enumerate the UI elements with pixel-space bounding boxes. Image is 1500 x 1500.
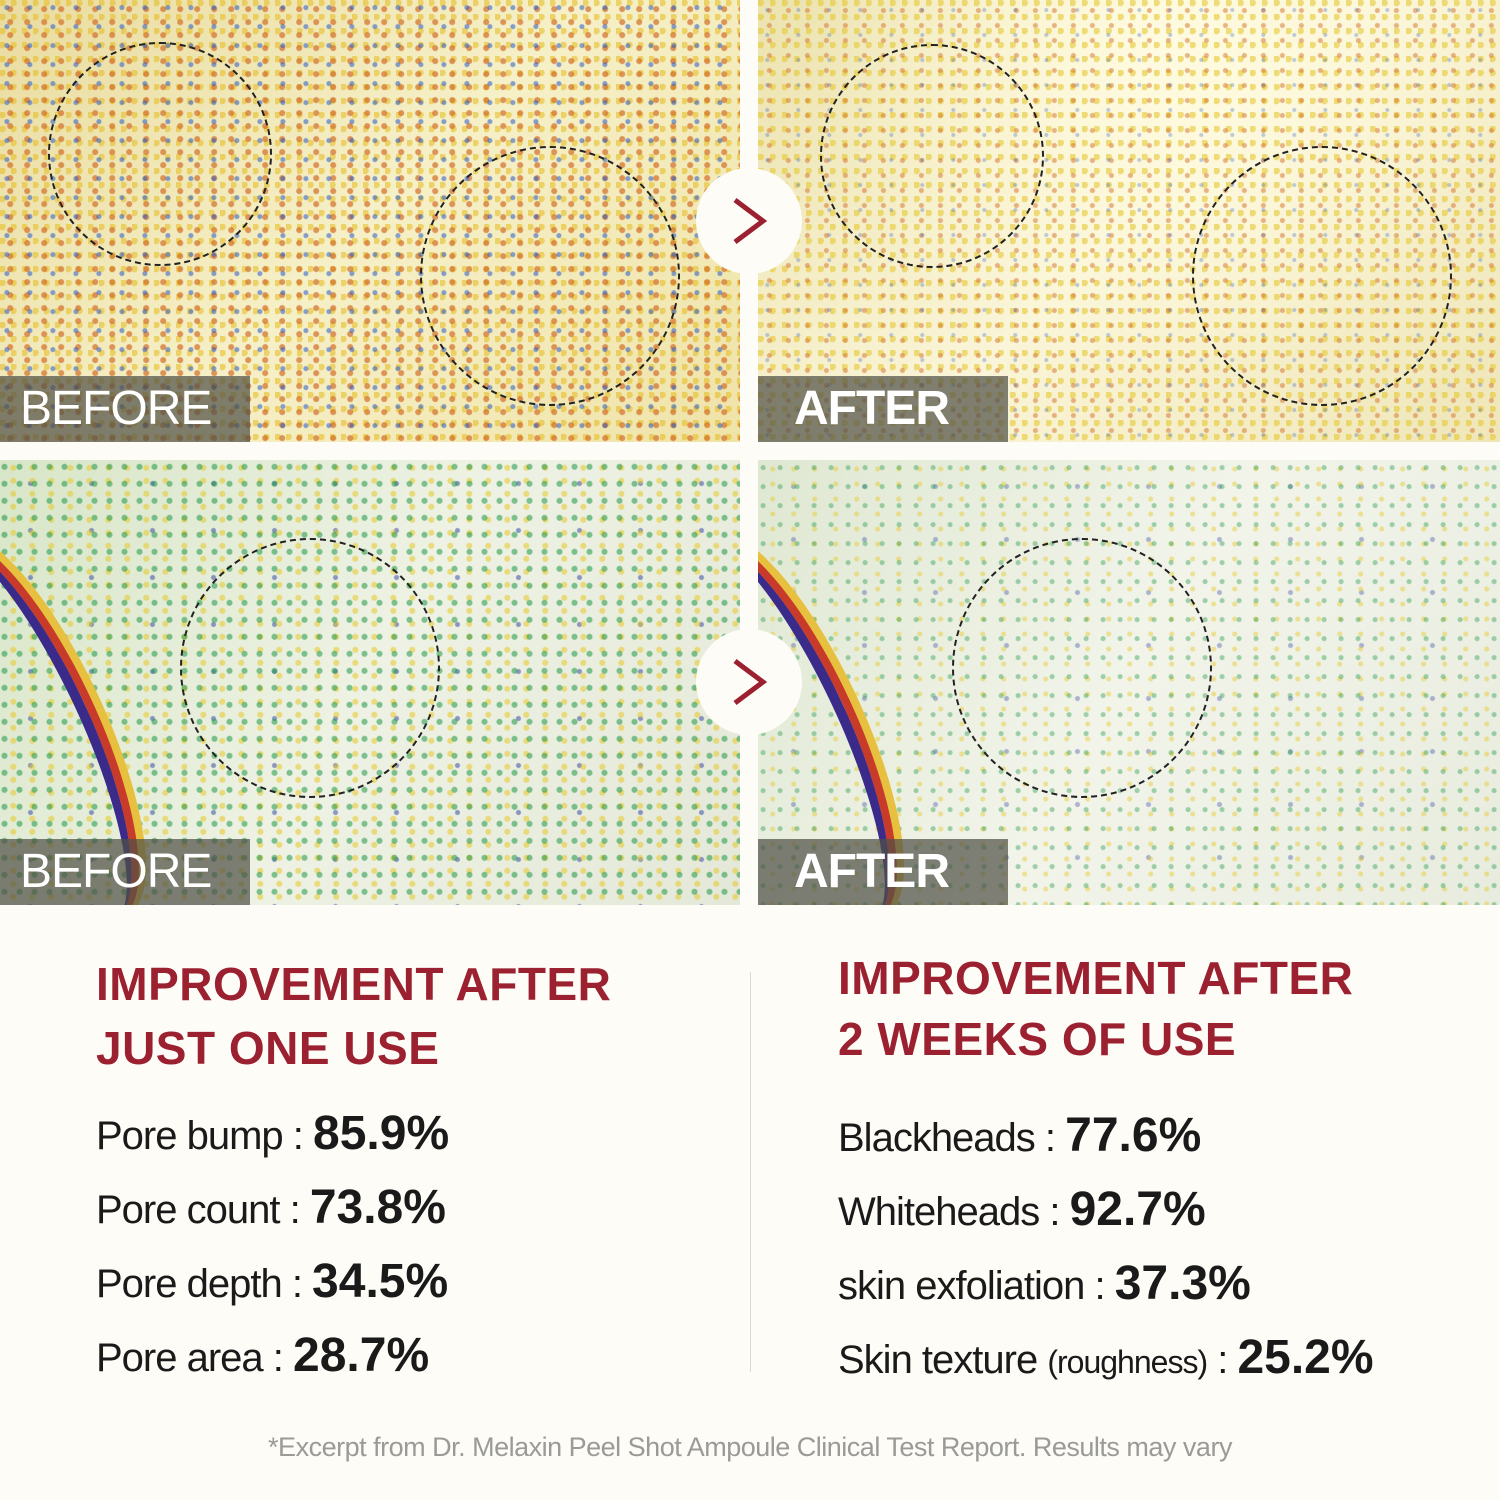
stat-value: 92.7% xyxy=(1069,1183,1206,1236)
before-label: BEFORE xyxy=(0,376,250,442)
stat-value: 34.5% xyxy=(312,1255,449,1308)
before-label: BEFORE xyxy=(0,839,250,905)
stat-value: 77.6% xyxy=(1065,1109,1202,1162)
top-before-image: BEFORE xyxy=(0,0,740,442)
stat-label: Pore count xyxy=(96,1188,280,1232)
highlight-circle xyxy=(1192,146,1452,406)
stat-row: Pore area : 28.7% xyxy=(96,1329,430,1382)
stat-label: Pore area xyxy=(96,1336,264,1380)
stat-label: Pore depth xyxy=(96,1262,283,1306)
stat-label: skin exfoliation xyxy=(838,1264,1085,1308)
heading: JUST ONE USE xyxy=(96,1022,440,1074)
stat-row: Pore depth : 34.5% xyxy=(96,1255,449,1308)
stat-value: 73.8% xyxy=(309,1181,446,1234)
stat-row: Blackheads : 77.6% xyxy=(838,1109,1202,1162)
stat-note: (roughness) xyxy=(1047,1344,1208,1380)
heading: IMPROVEMENT AFTER xyxy=(838,952,1354,1004)
stat-row: Pore count : 73.8% xyxy=(96,1181,446,1234)
stat-label: Pore bump xyxy=(96,1114,284,1158)
heading: 2 WEEKS OF USE xyxy=(838,1013,1237,1065)
highlight-circle xyxy=(820,44,1044,268)
stat-value: 37.3% xyxy=(1114,1257,1251,1310)
highlight-circle xyxy=(420,146,680,406)
chevron-right-icon xyxy=(696,629,802,735)
after-label: AFTER xyxy=(758,376,1008,442)
stat-row: Pore bump : 85.9% xyxy=(96,1107,450,1160)
one-use-results: IMPROVEMENT AFTER JUST ONE USE Pore bump… xyxy=(96,952,611,1394)
highlight-circle xyxy=(180,538,440,798)
two-weeks-results: IMPROVEMENT AFTER 2 WEEKS OF USE Blackhe… xyxy=(838,948,1374,1398)
stat-label: Whiteheads xyxy=(838,1190,1040,1234)
heading: IMPROVEMENT AFTER xyxy=(96,958,612,1010)
top-after-image: AFTER xyxy=(758,0,1500,442)
divider xyxy=(750,972,751,1372)
footnote: *Excerpt from Dr. Melaxin Peel Shot Ampo… xyxy=(268,1432,1232,1462)
after-label: AFTER xyxy=(758,839,1008,905)
stat-row: Whiteheads : 92.7% xyxy=(838,1183,1206,1236)
highlight-circle xyxy=(48,42,272,266)
stat-row: skin exfoliation : 37.3% xyxy=(838,1257,1251,1310)
stat-value: 25.2% xyxy=(1237,1331,1374,1384)
bottom-after-image: AFTER xyxy=(758,460,1500,905)
stat-value: 28.7% xyxy=(293,1329,430,1382)
chevron-right-icon xyxy=(696,168,802,274)
bottom-before-image: BEFORE xyxy=(0,460,740,905)
stat-value: 85.9% xyxy=(313,1107,450,1160)
highlight-circle xyxy=(952,538,1212,798)
stat-label: Skin texture xyxy=(838,1338,1038,1382)
stat-label: Blackheads xyxy=(838,1116,1036,1160)
stat-row: Skin texture (roughness) : 25.2% xyxy=(838,1331,1374,1384)
